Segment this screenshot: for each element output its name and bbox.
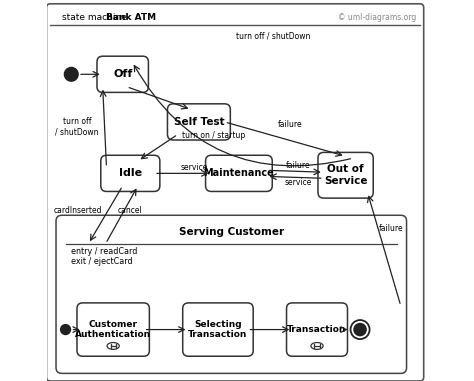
FancyBboxPatch shape xyxy=(182,303,253,356)
Text: turn on / startup: turn on / startup xyxy=(182,131,245,140)
FancyBboxPatch shape xyxy=(318,152,373,198)
Text: turn off
/ shutDown: turn off / shutDown xyxy=(55,117,99,136)
Ellipse shape xyxy=(107,343,119,349)
Text: Transaction: Transaction xyxy=(287,325,346,334)
Text: failure: failure xyxy=(379,224,404,233)
Circle shape xyxy=(64,67,78,81)
FancyBboxPatch shape xyxy=(56,215,407,373)
Text: Customer
Authentication: Customer Authentication xyxy=(75,320,151,339)
Text: cardInserted: cardInserted xyxy=(54,206,102,215)
Text: cancel: cancel xyxy=(117,206,142,215)
Text: failure: failure xyxy=(286,161,310,170)
Text: state machine: state machine xyxy=(62,13,127,22)
FancyBboxPatch shape xyxy=(77,303,149,356)
Circle shape xyxy=(354,323,366,336)
Text: service: service xyxy=(181,163,208,172)
Text: Selecting
Transaction: Selecting Transaction xyxy=(188,320,247,339)
FancyBboxPatch shape xyxy=(46,4,424,381)
Text: Serving Customer: Serving Customer xyxy=(179,227,284,237)
Text: service: service xyxy=(284,178,311,187)
FancyBboxPatch shape xyxy=(206,155,272,192)
Text: Self Test: Self Test xyxy=(173,117,224,127)
FancyBboxPatch shape xyxy=(101,155,160,192)
FancyBboxPatch shape xyxy=(286,303,347,356)
Text: © uml-diagrams.org: © uml-diagrams.org xyxy=(338,13,416,22)
FancyBboxPatch shape xyxy=(167,104,230,140)
Text: Off: Off xyxy=(113,69,132,79)
Ellipse shape xyxy=(311,343,323,349)
Text: turn off / shutDown: turn off / shutDown xyxy=(236,31,310,40)
Circle shape xyxy=(61,325,71,335)
FancyBboxPatch shape xyxy=(97,56,148,93)
Text: Maintenance: Maintenance xyxy=(203,168,274,178)
Text: failure: failure xyxy=(278,120,303,130)
Text: Bank ATM: Bank ATM xyxy=(106,13,155,22)
Text: Out of
Service: Out of Service xyxy=(324,165,367,186)
Text: Idle: Idle xyxy=(119,168,142,178)
Text: entry / readCard
exit / ejectCard: entry / readCard exit / ejectCard xyxy=(71,247,137,266)
